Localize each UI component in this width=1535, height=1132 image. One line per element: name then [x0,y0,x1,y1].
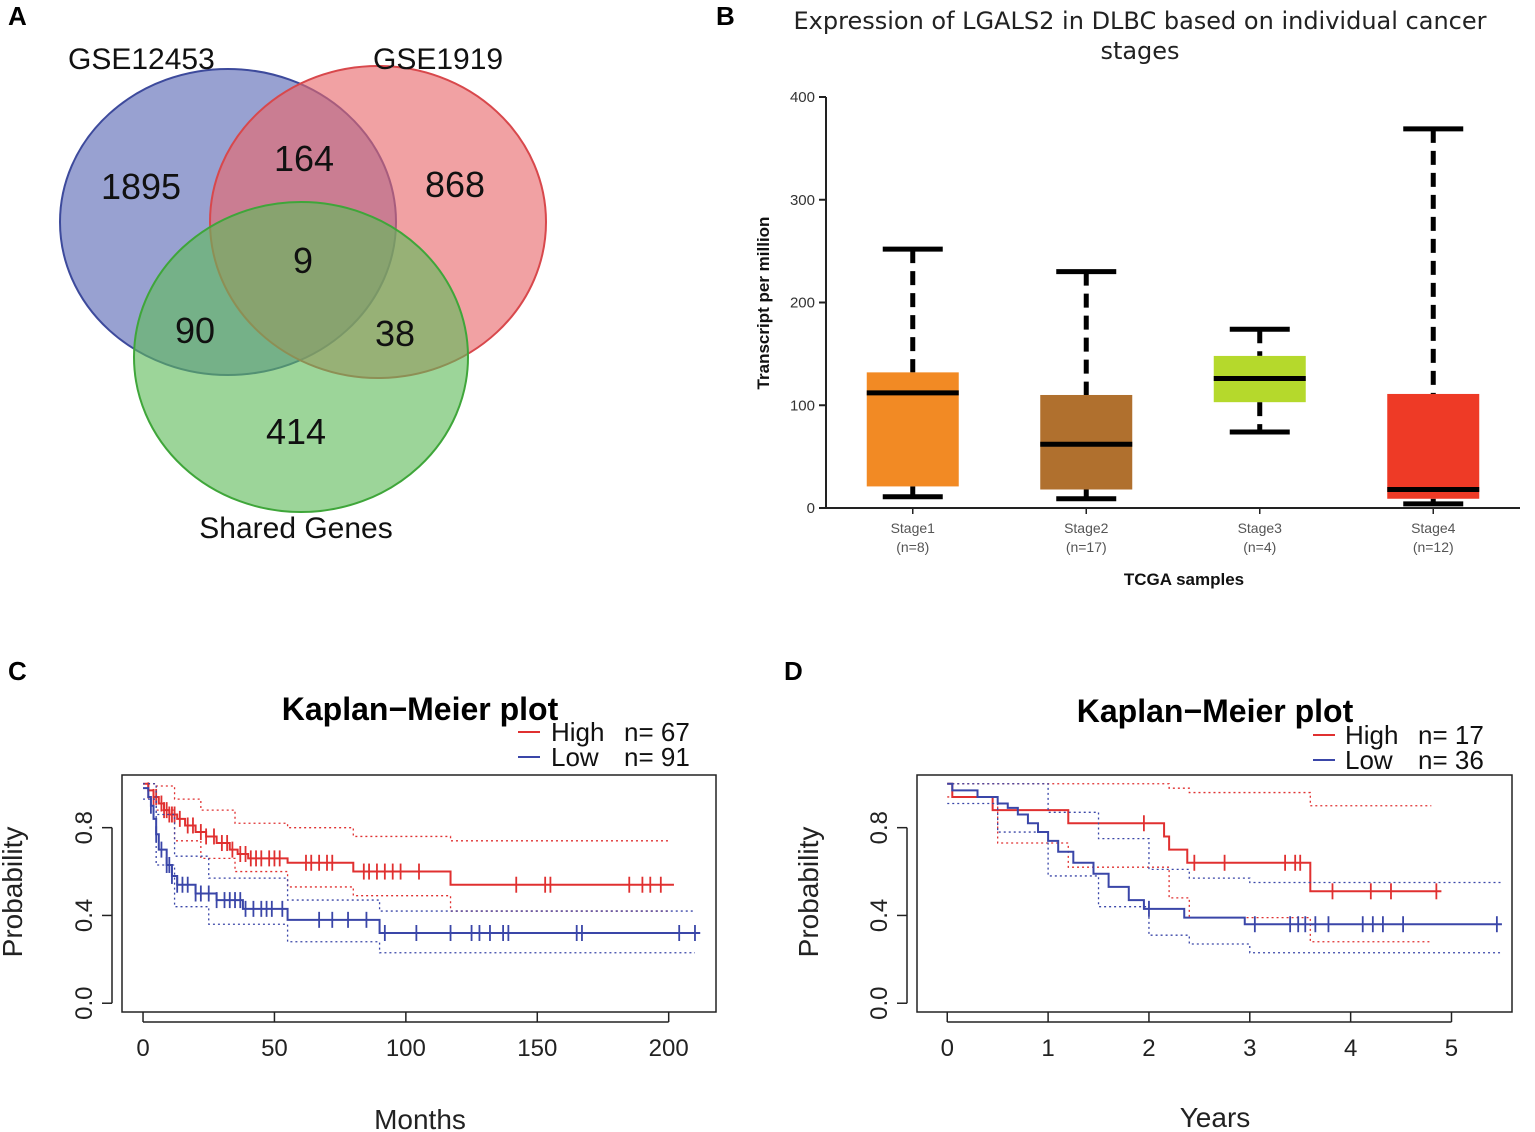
km-c-ci-upper-low [143,783,695,912]
km-c-y-tick-label: 0.8 [71,811,98,844]
box-y-tick-label: 200 [790,295,815,312]
venn-count-only-gse1919: 868 [425,164,485,205]
km-c-survival-curve-high [143,782,674,886]
km-d-x-axis-label: Years [1180,1102,1251,1132]
box-category-n: (n=17) [1066,539,1107,555]
km-c-x-axis-label: Months [374,1104,466,1132]
km-c-x-tick-label: 150 [517,1035,557,1062]
km-d-ci-lower-high [947,796,1432,943]
box-category-n: (n=12) [1413,539,1454,555]
box-category-n: (n=8) [896,539,929,555]
box-iqr-stage4 [1387,393,1480,499]
venn-label-shared-genes: Shared Genes [199,512,392,545]
panel-d: D Kaplan−Meier plot High n= 17 Low n= 36… [784,656,1513,1132]
km-c-x-tick-label: 50 [261,1035,288,1062]
km-c-x-tick-label: 100 [386,1035,426,1062]
venn-label-gse1919: GSE1919 [373,43,503,76]
venn-label-gse12453: GSE12453 [68,43,215,76]
km-d-y-tick-label: 0.8 [866,811,893,844]
box-chart-title-line-1: Expression of LGALS2 in DLBC based on in… [794,7,1487,35]
venn-count-all-three: 9 [293,240,313,281]
km-d-y-axis-label: Probability [793,827,824,958]
km-c-ci-lower-high [143,783,669,912]
panel-b: B Expression of LGALS2 in DLBC based on … [716,1,1520,589]
km-d-x-tick-label: 5 [1445,1035,1458,1062]
km-d-survival-curve-low [947,782,1502,926]
box-y-tick-label: 100 [790,397,815,414]
km-c-legend-high-n: n= 67 [624,717,690,747]
km-d-x-tick-label: 0 [941,1035,954,1062]
box-category-label: Stage4 [1411,520,1456,536]
km-d-legend-high-n: n= 17 [1418,720,1484,750]
km-c-y-tick-label: 0.4 [71,899,98,932]
km-d-x-tick-label: 1 [1041,1035,1054,1062]
km-d-y-tick-label: 0.4 [866,899,893,932]
km-c-legend-low-name: Low [551,742,599,772]
box-category-label: Stage3 [1238,520,1283,536]
box-y-axis-label: Transcript per million [754,217,773,390]
km-c-plot-area: 0 50 100 150 200 0.0 0.4 0.8 [71,774,717,1062]
km-c-legend-high-name: High [551,717,604,747]
km-d-ci-upper-high [947,783,1432,807]
km-d-x-tick-label: 2 [1142,1035,1155,1062]
venn-count-gse1919-shared: 38 [375,313,415,354]
km-c-y-tick-label: 0.0 [71,987,98,1020]
km-c-y-axis-label: Probability [0,827,28,958]
panel-letter-c: C [8,656,27,686]
panel-a: A GSE12453 GSE1919 Shared Genes 1895 164… [8,1,547,545]
km-d-legend-low-name: Low [1345,745,1393,775]
box-category-label: Stage2 [1064,520,1109,536]
venn-count-only-shared: 414 [266,411,326,452]
panel-letter-d: D [784,656,803,686]
km-d-survival-curve-high [947,782,1442,893]
panel-letter-b: B [716,1,735,31]
venn-count-gse12453-shared: 90 [175,310,215,351]
km-c-x-tick-label: 200 [649,1035,689,1062]
km-d-legend-high-name: High [1345,720,1398,750]
venn-count-gse12453-gse1919: 164 [274,138,334,179]
box-iqr-stage1 [866,372,959,487]
box-plot-area: 0 100 200 300 400 Stage1 (n=8) Stage2 (n=17) Stag… [790,89,1520,555]
km-c-legend-low-n: n= 91 [624,742,690,772]
km-c-x-tick-label: 0 [136,1035,149,1062]
km-d-x-tick-label: 4 [1344,1035,1357,1062]
panel-c: C Kaplan−Meier plot High n= 67 Low n= 91… [0,656,717,1132]
km-d-ci-upper-low [947,783,1502,884]
km-d-legend-low-n: n= 36 [1418,745,1484,775]
venn-set-shared-genes [133,201,469,513]
km-c-plot-frame [121,774,717,1013]
box-category-label: Stage1 [891,520,936,536]
venn-count-only-gse12453: 1895 [101,166,181,207]
km-c-title: Kaplan−Meier plot [282,691,559,727]
km-c-ci-upper-high [143,783,669,842]
km-d-x-tick-label: 3 [1243,1035,1256,1062]
km-d-y-tick-label: 0.0 [866,987,893,1020]
km-c-ci-lower-low [143,798,695,954]
box-category-n: (n=4) [1243,539,1276,555]
box-y-tick-label: 300 [790,192,815,209]
km-d-title: Kaplan−Meier plot [1077,693,1354,729]
box-y-tick-label: 0 [807,500,815,517]
km-d-plot-area: 0 1 2 3 4 5 0.0 0.4 0.8 [866,774,1513,1062]
km-d-plot-frame [916,774,1513,1013]
panel-letter-a: A [8,1,27,31]
box-x-axis-label: TCGA samples [1124,570,1244,589]
box-chart-title-line-2: stages [1100,37,1179,65]
box-y-tick-label: 400 [790,89,815,106]
